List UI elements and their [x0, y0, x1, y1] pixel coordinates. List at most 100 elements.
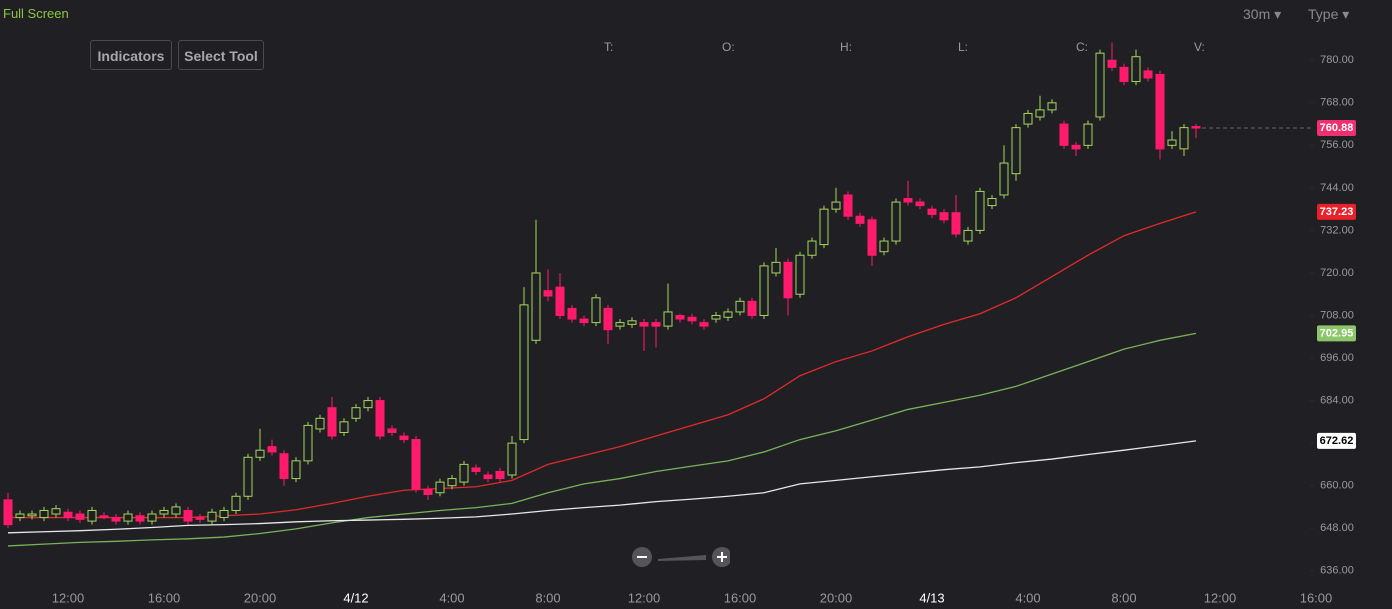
candle-body	[303, 424, 313, 462]
ma-value-label-box	[1317, 203, 1356, 220]
candle-body	[567, 307, 577, 320]
candle-body	[1107, 59, 1117, 68]
candle-body	[1191, 126, 1201, 129]
candle-body	[399, 435, 409, 441]
candle-body	[615, 322, 625, 327]
y-tick-label: 720.00	[1320, 267, 1354, 279]
candle-body	[495, 470, 505, 480]
candle-body	[795, 254, 805, 295]
candle-body	[831, 201, 841, 210]
y-tick-label: 768.00	[1320, 97, 1354, 109]
select-tool-button[interactable]: Select Tool	[178, 40, 264, 70]
candle-body	[1035, 109, 1045, 118]
candle-body	[591, 297, 601, 324]
candle-body	[927, 208, 937, 215]
y-tick-label: 636.00	[1320, 565, 1354, 577]
candle-body	[171, 506, 181, 515]
y-tick-label: 660.00	[1320, 480, 1354, 492]
x-tick-label: 8:00	[1111, 590, 1136, 605]
candle-body	[891, 201, 901, 242]
ma-value-label-box	[1317, 432, 1356, 449]
candle-body	[963, 229, 973, 242]
candle-body	[543, 290, 553, 297]
candle-body	[843, 194, 853, 217]
candle-body	[363, 400, 373, 409]
candle-body	[1179, 127, 1189, 150]
candle-body	[915, 201, 925, 207]
candle-body	[279, 453, 289, 480]
candle-body	[219, 509, 229, 519]
candle-body	[255, 449, 265, 458]
candle-body	[579, 318, 589, 324]
candle-body	[519, 304, 529, 441]
candle-body	[267, 446, 277, 453]
moving-average-line	[7, 332, 1197, 547]
x-tick-label: 12:00	[52, 590, 85, 605]
candle-body	[711, 314, 721, 320]
y-tick-label: 648.00	[1320, 522, 1354, 534]
candle-body	[747, 300, 757, 316]
indicators-button[interactable]: Indicators	[90, 40, 172, 70]
y-tick-label: 684.00	[1320, 394, 1354, 406]
candle-body	[663, 311, 673, 327]
candle-body	[243, 456, 253, 497]
candle-body	[1167, 139, 1177, 146]
candle-body	[327, 407, 337, 437]
type-dropdown[interactable]: Type ▾	[1308, 6, 1350, 22]
interval-dropdown[interactable]: 30m ▾	[1243, 6, 1282, 22]
candle-body	[675, 314, 685, 320]
candle-body	[723, 311, 733, 318]
candle-body	[951, 212, 961, 235]
candle-body	[783, 261, 793, 299]
candle-body	[771, 261, 781, 274]
x-tick-label: 16:00	[724, 590, 757, 605]
candle-body	[1155, 73, 1165, 150]
candle-body	[435, 481, 445, 494]
candle-body	[51, 508, 61, 515]
type-label: Type	[1308, 6, 1339, 22]
candle-body	[1095, 52, 1105, 118]
candle-body	[63, 511, 73, 519]
x-tick-label: 12:00	[628, 590, 661, 605]
candle-body	[867, 219, 877, 256]
candle-body	[135, 515, 145, 522]
candle-body	[147, 513, 157, 522]
last-price-label: 760.88	[1320, 122, 1354, 134]
ma-value-label: 672.62	[1320, 435, 1354, 447]
candle-body	[123, 513, 133, 522]
candle-body	[195, 517, 205, 520]
candle-body	[315, 417, 325, 430]
candle-body	[507, 442, 517, 476]
x-tick-label: 4/13	[919, 590, 944, 605]
candle-body	[1119, 66, 1129, 83]
x-tick-label: 12:00	[1204, 590, 1237, 605]
y-tick-label: 696.00	[1320, 352, 1354, 364]
candle-body	[3, 499, 13, 526]
candle-body	[1011, 127, 1021, 175]
candle-body	[207, 511, 217, 522]
y-tick-label: 744.00	[1320, 182, 1354, 194]
candle-body	[483, 474, 493, 480]
candle-body	[999, 162, 1009, 196]
candle-body	[231, 495, 241, 511]
candle-body	[1023, 112, 1033, 125]
interval-label: 30m	[1243, 6, 1271, 22]
candle-body	[471, 467, 481, 472]
candle-body	[423, 488, 433, 496]
candle-body	[291, 460, 301, 480]
y-tick-label: 708.00	[1320, 309, 1354, 321]
full-screen-link[interactable]: Full Screen	[3, 6, 69, 21]
candle-body	[639, 322, 649, 327]
candle-body	[735, 300, 745, 313]
candle-body	[111, 517, 121, 522]
candle-body	[39, 509, 49, 519]
zoom-slider[interactable]	[658, 555, 706, 561]
candle-body	[651, 322, 661, 327]
candle-body	[879, 240, 889, 253]
candle-body	[1143, 70, 1153, 79]
candle-body	[159, 509, 169, 515]
ohlc-field: L:	[958, 40, 968, 54]
ohlc-field: O:	[722, 40, 735, 54]
moving-average-line	[8, 211, 1197, 519]
